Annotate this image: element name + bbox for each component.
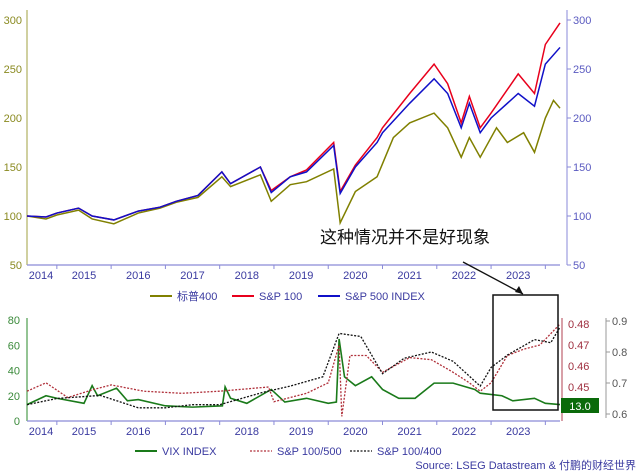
top-x-tick-label: 2020 [343,270,367,282]
bottom-x-tick-label: 2015 [72,426,96,438]
top-right-tick-label: 300 [573,15,591,27]
annotation-arrow [462,261,524,295]
top-x-tick-label: 2022 [452,270,476,282]
right2-tick-label: 0.7 [612,378,627,390]
annotation-text: 这种情况并不是好现象 [320,228,490,248]
bottom-left-tick-label: 80 [8,315,20,327]
top-left-tick-label: 50 [10,260,22,272]
top-x-tick-label: 2019 [289,270,313,282]
legend-label: S&P 100/400 [377,446,442,458]
series-line-2 [26,326,561,409]
series-line-2 [26,46,561,221]
arrow-head-icon [515,286,523,294]
top-left-tick-label: 200 [4,113,22,125]
right1-tick-label: 0.45 [568,382,589,394]
bottom-x-tick-label: 2022 [452,426,476,438]
series-line-0 [26,338,561,408]
source-note: Source: LSEG Datastream & 付鹏的财经世界 [415,458,636,472]
legend-label: S&P 500 INDEX [345,291,426,303]
bottom-x-tick-label: 2019 [289,426,313,438]
legend-label: VIX INDEX [162,446,217,458]
top-right-tick-label: 50 [573,260,585,272]
bottom-x-tick-label: 2021 [397,426,421,438]
legend-label: 标普400 [177,289,217,303]
bottom-x-tick-label: 2018 [235,426,259,438]
top-x-tick-label: 2016 [126,270,150,282]
series-line-1 [26,22,561,221]
right1-tick-label: 0.46 [568,361,589,373]
top-left-tick-label: 150 [4,162,22,174]
bottom-left-tick-label: 40 [8,366,20,378]
legend-label: S&P 100/500 [277,446,342,458]
top-right-tick-label: 200 [573,113,591,125]
highlight-box [492,294,559,411]
bottom-left-tick-label: 0 [14,416,20,428]
top-x-tick-label: 2015 [72,270,96,282]
top-left-tick-label: 300 [4,15,22,27]
top-left-tick-label: 250 [4,64,22,76]
last-value-badge [561,398,599,413]
top-x-tick-label: 2018 [235,270,259,282]
series-line-1 [26,323,561,417]
bottom-x-tick-label: 2023 [506,426,530,438]
right2-tick-label: 0.6 [612,409,627,421]
bottom-x-tick-label: 2020 [343,426,367,438]
top-x-tick-label: 2021 [397,270,421,282]
right1-tick-label: 0.47 [568,340,589,352]
top-x-tick-label: 2023 [506,270,530,282]
legend-label: S&P 100 [259,291,302,303]
bottom-x-tick-label: 2016 [126,426,150,438]
right2-tick-label: 0.8 [612,347,627,359]
last-value-label: 13.0 [569,401,590,413]
top-right-tick-label: 100 [573,211,591,223]
top-right-tick-label: 250 [573,64,591,76]
right1-tick-label: 0.48 [568,319,589,331]
top-right-tick-label: 150 [573,162,591,174]
right2-tick-label: 0.9 [612,316,627,328]
top-x-tick-label: 2014 [29,270,53,282]
bottom-left-tick-label: 20 [8,391,20,403]
bottom-left-tick-label: 60 [8,340,20,352]
top-x-tick-label: 2017 [180,270,204,282]
top-left-tick-label: 100 [4,211,22,223]
bottom-x-tick-label: 2014 [29,426,53,438]
bottom-x-tick-label: 2017 [180,426,204,438]
series-line-0 [26,98,561,226]
